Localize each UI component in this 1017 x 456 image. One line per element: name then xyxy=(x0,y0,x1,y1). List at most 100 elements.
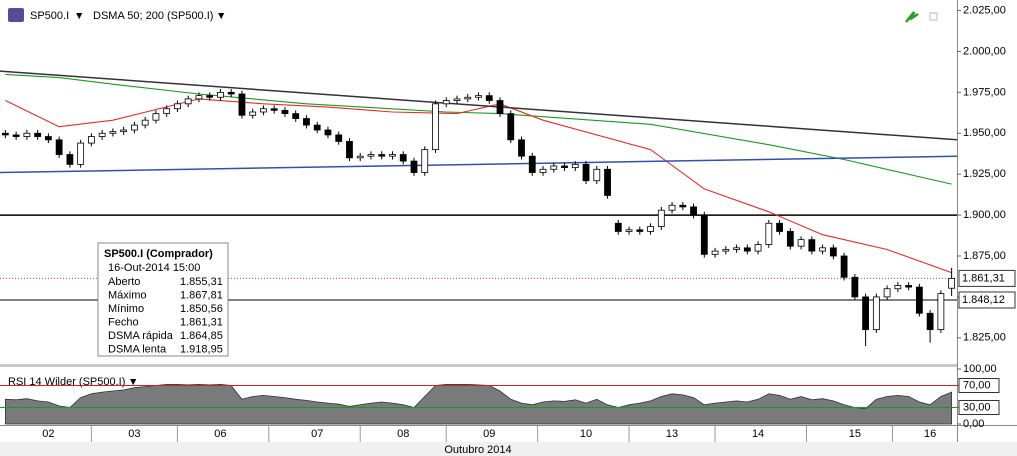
info-value: 1.850,56 xyxy=(180,303,223,315)
candle-body xyxy=(905,285,913,288)
candle-body xyxy=(66,154,74,165)
candle-body xyxy=(829,247,837,257)
candle-body xyxy=(894,285,902,290)
dropdown-arrow[interactable]: ▼ xyxy=(74,10,84,22)
candle-body xyxy=(432,103,439,151)
candle-body xyxy=(754,244,762,252)
candle-body xyxy=(410,160,418,173)
candle-body xyxy=(786,231,794,247)
candle-body xyxy=(98,132,106,137)
y-tick-label: 2.025,00 xyxy=(963,4,1006,16)
candle-body xyxy=(668,204,676,211)
candle-body xyxy=(937,293,945,331)
candle-body xyxy=(647,226,654,232)
candle-body xyxy=(690,206,697,216)
candle-body xyxy=(442,100,450,105)
x-tick-label: 09 xyxy=(483,428,495,440)
info-date: 16-Out-2014 15:00 xyxy=(108,262,200,274)
candle-body xyxy=(389,154,396,157)
price-tag xyxy=(958,291,1016,309)
candle-body xyxy=(797,239,805,247)
candle-body xyxy=(604,168,611,196)
candle-body xyxy=(303,118,310,126)
candle-body xyxy=(131,124,138,131)
x-tick-label: 10 xyxy=(580,428,592,440)
candle-body xyxy=(281,109,289,115)
dropdown-arrow[interactable]: ▼ xyxy=(216,10,226,22)
candle-body xyxy=(1,132,9,136)
candle-body xyxy=(260,108,267,113)
y-tick-label: 1.950,00 xyxy=(963,127,1006,139)
candle-body xyxy=(733,247,740,250)
candle-body xyxy=(840,255,848,278)
symbol[interactable]: SP500.I xyxy=(30,10,69,22)
candle-body xyxy=(926,312,934,331)
candle-body xyxy=(485,95,493,101)
candle-body xyxy=(346,141,353,159)
candle-body xyxy=(313,124,321,131)
candle-body xyxy=(711,250,719,255)
candle-body xyxy=(87,136,95,144)
y-tick-label: 1.825,00 xyxy=(963,332,1006,344)
candle-body xyxy=(464,96,472,100)
candle-body xyxy=(227,91,235,95)
candle-body xyxy=(528,155,536,173)
y-tick-label: 0,00 xyxy=(963,418,984,430)
candle-body xyxy=(12,134,20,137)
candle-body xyxy=(23,132,31,137)
candle-body xyxy=(44,136,52,141)
info-title: SP500.I (Comprador) xyxy=(104,248,213,260)
candle-body xyxy=(765,222,773,245)
line-series xyxy=(0,155,958,174)
info-label: DSMA rápida xyxy=(108,330,174,342)
x-tick-label: 06 xyxy=(214,428,226,440)
candle-body xyxy=(808,239,816,252)
candle-body xyxy=(743,247,751,252)
candle-body xyxy=(292,113,300,119)
restore-icon[interactable] xyxy=(929,12,938,21)
price-tag-label: 1.848,12 xyxy=(962,294,1005,306)
candle-body xyxy=(152,113,160,121)
candle-body xyxy=(700,214,708,255)
candle-body xyxy=(367,154,375,157)
panel-divider xyxy=(0,364,957,367)
y-tick-label: 1.900,00 xyxy=(963,209,1006,221)
candle-body xyxy=(453,98,461,101)
candle-body xyxy=(819,247,826,252)
candle-body xyxy=(851,276,859,298)
trend-icon[interactable] xyxy=(905,11,919,23)
info-box-frame xyxy=(97,242,229,357)
candle-body xyxy=(636,229,644,232)
x-tick-label: 03 xyxy=(128,428,140,440)
candle-body xyxy=(356,155,364,159)
toolbar: SP500.I ▼ DSMA 50; 200 (SP500.I) ▼ xyxy=(8,8,938,23)
axis-border xyxy=(0,425,1017,426)
x-tick-label: 15 xyxy=(849,428,861,440)
candle-body xyxy=(421,149,429,173)
x-tick-label: 07 xyxy=(311,428,323,440)
indicator[interactable]: DSMA 50; 200 (SP500.I) xyxy=(93,10,213,22)
info-box: SP500.I (Comprador) 16-Out-2014 15:00 Ab… xyxy=(97,242,229,357)
rsi-title[interactable]: RSI 14 Wilder (SP500.I) xyxy=(8,376,125,388)
candle-body xyxy=(862,296,870,331)
candle-body xyxy=(496,100,504,115)
candle-body xyxy=(915,286,923,314)
y-tick-label: 70,00 xyxy=(963,379,991,391)
dropdown-arrow[interactable]: ▼ xyxy=(128,376,138,388)
candle-body xyxy=(539,168,547,173)
candle-body xyxy=(518,139,525,157)
candle-body xyxy=(174,103,181,110)
symbol-icon[interactable] xyxy=(8,8,24,22)
candle-body xyxy=(270,108,278,111)
x-tick-label: 02 xyxy=(42,428,54,440)
candle-body xyxy=(550,165,558,170)
candle-body xyxy=(582,163,590,182)
info-label: Fecho xyxy=(108,316,139,328)
y-tick-label: 100,00 xyxy=(963,363,997,375)
candle-body xyxy=(184,98,192,105)
candle-body xyxy=(883,288,891,298)
y-tick-label: 1.975,00 xyxy=(963,86,1006,98)
candle-body xyxy=(614,222,622,232)
